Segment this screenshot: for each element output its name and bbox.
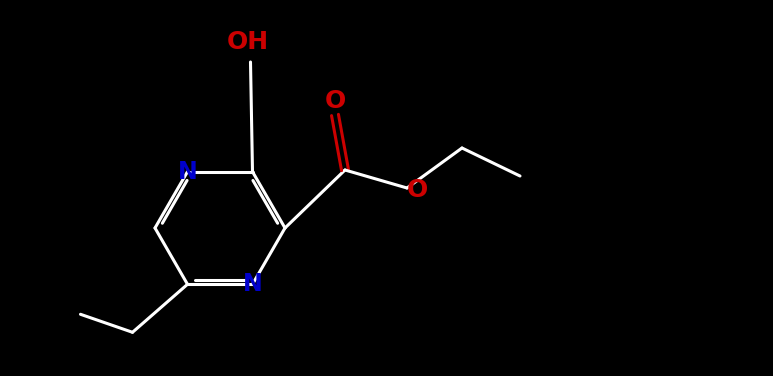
Text: O: O	[407, 178, 427, 202]
Text: OH: OH	[226, 30, 268, 54]
Text: O: O	[325, 89, 346, 113]
Text: N: N	[243, 272, 262, 296]
Text: N: N	[178, 160, 197, 184]
